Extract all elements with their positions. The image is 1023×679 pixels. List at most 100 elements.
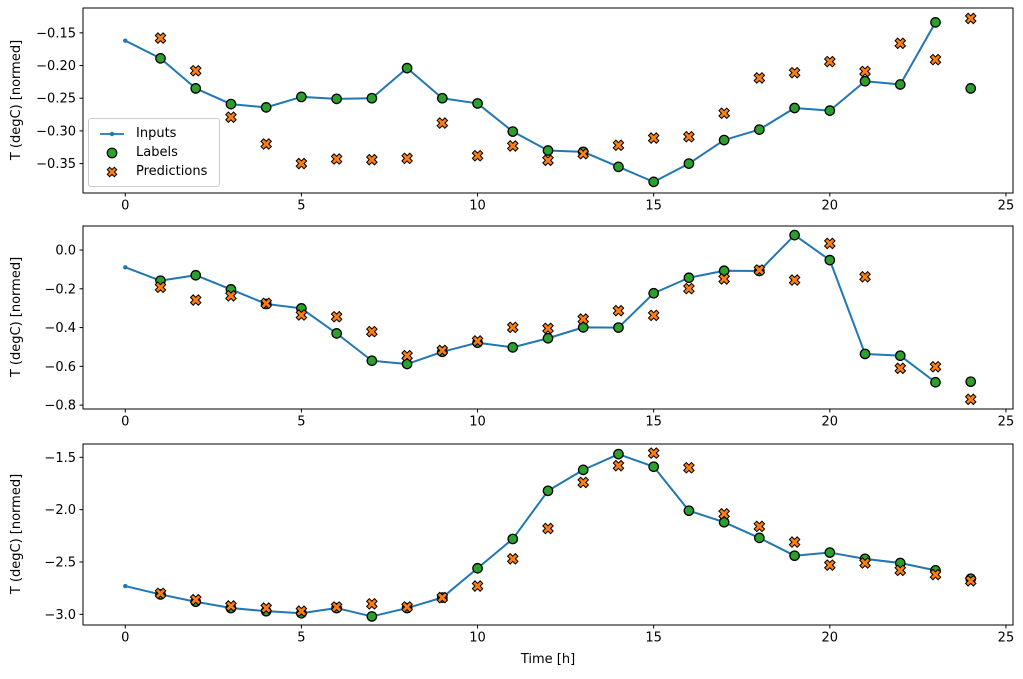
prediction-point [365, 325, 378, 338]
label-point [190, 83, 202, 94]
label-point [859, 348, 871, 360]
prediction-point [154, 281, 167, 294]
label-point [260, 102, 272, 113]
label-point [648, 461, 660, 473]
legend-line-dot-glyph [109, 131, 115, 136]
prediction-point [964, 393, 977, 406]
prediction-point [471, 149, 484, 162]
prediction-point [189, 593, 202, 606]
label-point [965, 83, 977, 94]
x-tick-label: 10 [469, 199, 486, 214]
label-point [542, 145, 554, 156]
y-tick-label: 0.0 [55, 244, 76, 259]
line-dot-icon [97, 128, 127, 140]
label-point [542, 332, 554, 344]
prediction-point [612, 304, 625, 317]
label-point [754, 532, 765, 544]
prediction-point [647, 132, 660, 144]
label-point [472, 98, 483, 109]
prediction-point [964, 12, 977, 25]
prediction-point [471, 580, 484, 592]
y-tick-label: −0.4 [44, 321, 76, 336]
label-point [930, 376, 941, 388]
prediction-point [330, 601, 343, 613]
prediction-point [577, 476, 590, 489]
prediction-point [753, 520, 766, 533]
prediction-point [225, 111, 237, 124]
y-tick-label: −2.0 [44, 503, 76, 518]
prediction-point [295, 157, 308, 170]
x-tick-label: 5 [297, 415, 305, 430]
prediction-point [859, 270, 871, 283]
prediction-point [542, 522, 554, 535]
prediction-point [295, 605, 308, 618]
prediction-point [260, 297, 273, 310]
prediction-point [683, 282, 695, 295]
prediction-point [823, 55, 836, 68]
x-tick-label: 20 [822, 415, 839, 430]
label-point [859, 75, 871, 87]
ylabel-middle: T (degC) [normed] [9, 257, 24, 378]
prediction-point [647, 447, 660, 460]
prediction-point [577, 147, 590, 160]
prediction-point [225, 600, 237, 612]
prediction-point [894, 564, 907, 577]
prediction-point [260, 602, 273, 614]
prediction-point [401, 601, 413, 613]
label-point [718, 265, 730, 277]
label-point [472, 562, 483, 574]
label-point [683, 505, 695, 517]
inputs-line [124, 234, 937, 384]
prediction-point [823, 559, 836, 572]
label-point [190, 269, 202, 281]
input-point [123, 265, 128, 270]
ylabel-bottom: T (degC) [normed] [9, 474, 24, 595]
prediction-point [436, 117, 449, 129]
prediction-point [365, 597, 378, 610]
x-tick-label: 25 [998, 415, 1015, 430]
inputs-line [124, 21, 937, 183]
prediction-point [542, 322, 554, 335]
y-tick-label: −0.20 [36, 59, 76, 74]
prediction-point [330, 310, 343, 323]
input-point [123, 38, 128, 43]
x-tick-label: 10 [469, 631, 486, 646]
prediction-point [964, 574, 977, 587]
y-tick-label: −0.35 [36, 157, 76, 172]
legend-circle-glyph [106, 147, 118, 158]
x-tick-label: 15 [645, 631, 662, 646]
prediction-point [612, 459, 625, 472]
label-point [718, 516, 730, 528]
prediction-point [894, 37, 907, 50]
subplot-2: 0 5 10 15 20 25 0.0 −0.2 −0.4 −0.6 −0.8 [44, 225, 1015, 430]
prediction-point [154, 32, 167, 44]
prediction-point [788, 66, 801, 79]
label-point [718, 134, 730, 146]
y-tick-label: −0.30 [36, 124, 76, 139]
x-tick-label: 20 [822, 199, 839, 214]
label-point [648, 287, 660, 299]
label-point [648, 176, 660, 188]
prediction-point [788, 536, 801, 548]
y-tick-label: −0.2 [44, 282, 76, 297]
prediction-point [506, 321, 519, 334]
legend: Inputs Labels Predictions [88, 118, 220, 187]
input-point [123, 583, 128, 589]
x-tick-label: 5 [297, 199, 305, 214]
legend-row-labels: Labels [97, 143, 211, 162]
label-point [683, 272, 695, 284]
label-point [894, 79, 906, 90]
prediction-point [823, 237, 836, 250]
xlabel: Time [h] [520, 652, 575, 667]
prediction-point [295, 309, 308, 321]
prediction-point [894, 362, 907, 375]
y-tick-label: −3.0 [44, 608, 76, 623]
label-point [789, 550, 800, 562]
prediction-point [225, 289, 237, 302]
y-tick-label: −0.6 [44, 360, 76, 375]
axes-border [82, 443, 1014, 626]
label-point [789, 229, 800, 241]
prediction-point [753, 72, 766, 84]
plots-group: 0 5 10 15 20 25−0.15−0.20−0.25−0.30−0.350 5 10 1… [36, 7, 1015, 646]
